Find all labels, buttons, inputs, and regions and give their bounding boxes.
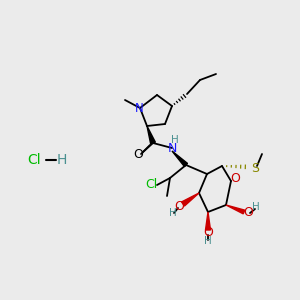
Text: N: N <box>167 142 177 155</box>
Text: H: H <box>57 153 67 167</box>
Polygon shape <box>226 205 245 214</box>
Text: O: O <box>203 226 213 239</box>
Text: H: H <box>169 208 177 218</box>
Text: Cl: Cl <box>27 153 41 167</box>
Text: O: O <box>174 200 184 212</box>
Text: O: O <box>133 148 143 161</box>
Text: O: O <box>230 172 240 184</box>
Polygon shape <box>182 193 199 206</box>
Text: H: H <box>252 202 260 212</box>
Text: Cl: Cl <box>145 178 157 191</box>
Polygon shape <box>206 212 211 230</box>
Polygon shape <box>147 126 155 144</box>
Text: H: H <box>171 135 179 145</box>
Text: H: H <box>204 236 212 246</box>
Text: O: O <box>243 206 253 220</box>
Text: S: S <box>251 161 259 175</box>
Text: N: N <box>135 103 143 116</box>
Polygon shape <box>172 151 188 167</box>
